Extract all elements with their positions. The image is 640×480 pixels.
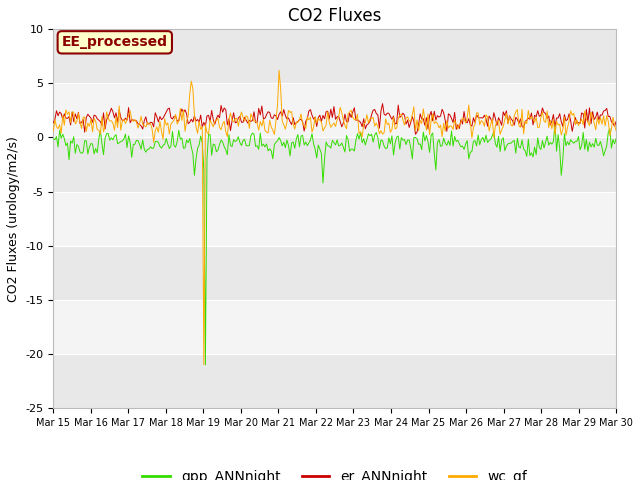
Bar [53,300,616,354]
Bar [53,192,616,246]
Bar [53,137,616,192]
Bar [53,29,616,84]
Bar [53,246,616,300]
Bar [53,354,616,408]
Legend: gpp_ANNnight, er_ANNnight, wc_gf: gpp_ANNnight, er_ANNnight, wc_gf [136,464,533,480]
Y-axis label: CO2 Fluxes (urology/m2/s): CO2 Fluxes (urology/m2/s) [7,136,20,301]
Bar [53,84,616,137]
Text: EE_processed: EE_processed [62,36,168,49]
Title: CO2 Fluxes: CO2 Fluxes [288,7,381,25]
